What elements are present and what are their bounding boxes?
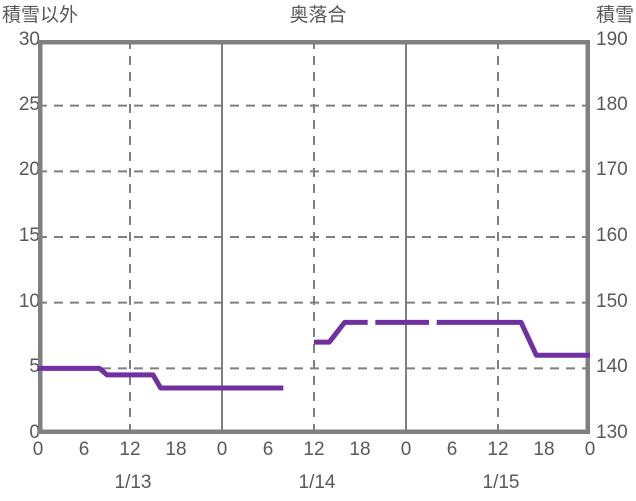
x-axis-tick: 6 bbox=[262, 439, 274, 460]
y-axis-left-tick: 20 bbox=[18, 159, 40, 180]
x-axis-day-label: 1/15 bbox=[482, 472, 520, 493]
y-axis-left-tick: 15 bbox=[18, 225, 40, 246]
gridlines bbox=[38, 40, 590, 434]
chart-title: 奥落合 bbox=[289, 5, 347, 26]
x-axis-tick: 18 bbox=[533, 439, 555, 460]
x-axis-tick: 0 bbox=[32, 439, 44, 460]
x-axis-day-label: 1/14 bbox=[298, 472, 336, 493]
x-axis-tick: 12 bbox=[303, 439, 325, 460]
x-axis-tick: 0 bbox=[400, 439, 412, 460]
x-axis-tick: 0 bbox=[216, 439, 228, 460]
y-axis-right-tick: 170 bbox=[596, 159, 628, 180]
series-line bbox=[436, 319, 590, 358]
plot-frame bbox=[38, 40, 590, 434]
y-axis-right-tick: 150 bbox=[596, 291, 628, 312]
y-axis-left-tick: 30 bbox=[18, 29, 40, 50]
x-axis-tick: 6 bbox=[78, 439, 90, 460]
y-axis-left-tick: 5 bbox=[29, 356, 40, 377]
y-axis-left-tick: 10 bbox=[18, 291, 40, 312]
x-axis-day-label: 1/13 bbox=[114, 472, 152, 493]
y-axis-left-tick: 0 bbox=[29, 422, 40, 443]
axis-frame bbox=[38, 40, 590, 434]
right-axis-title: 積雪 bbox=[595, 5, 634, 26]
x-axis-tick: 12 bbox=[119, 439, 141, 460]
plot-area bbox=[38, 40, 590, 434]
x-axis-tick: 6 bbox=[446, 439, 458, 460]
left-axis-title: 積雪以外 bbox=[2, 5, 79, 26]
x-axis-tick: 0 bbox=[584, 439, 596, 460]
x-axis-tick: 12 bbox=[487, 439, 509, 460]
x-axis-tick: 18 bbox=[349, 439, 371, 460]
series-line bbox=[314, 319, 368, 345]
y-axis-left-tick: 25 bbox=[18, 94, 40, 115]
y-axis-right-tick: 180 bbox=[596, 94, 628, 115]
y-axis-right-tick: 160 bbox=[596, 225, 628, 246]
data-series bbox=[38, 319, 590, 391]
series-line bbox=[38, 365, 284, 391]
plot-svg bbox=[38, 40, 590, 434]
x-axis-tick: 18 bbox=[165, 439, 187, 460]
y-axis-right-tick: 140 bbox=[596, 356, 628, 377]
y-axis-right-tick: 130 bbox=[596, 422, 628, 443]
y-axis-right-tick: 190 bbox=[596, 29, 628, 50]
